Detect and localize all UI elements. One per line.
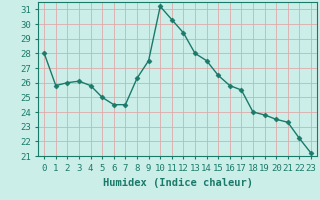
X-axis label: Humidex (Indice chaleur): Humidex (Indice chaleur) [103, 178, 252, 188]
